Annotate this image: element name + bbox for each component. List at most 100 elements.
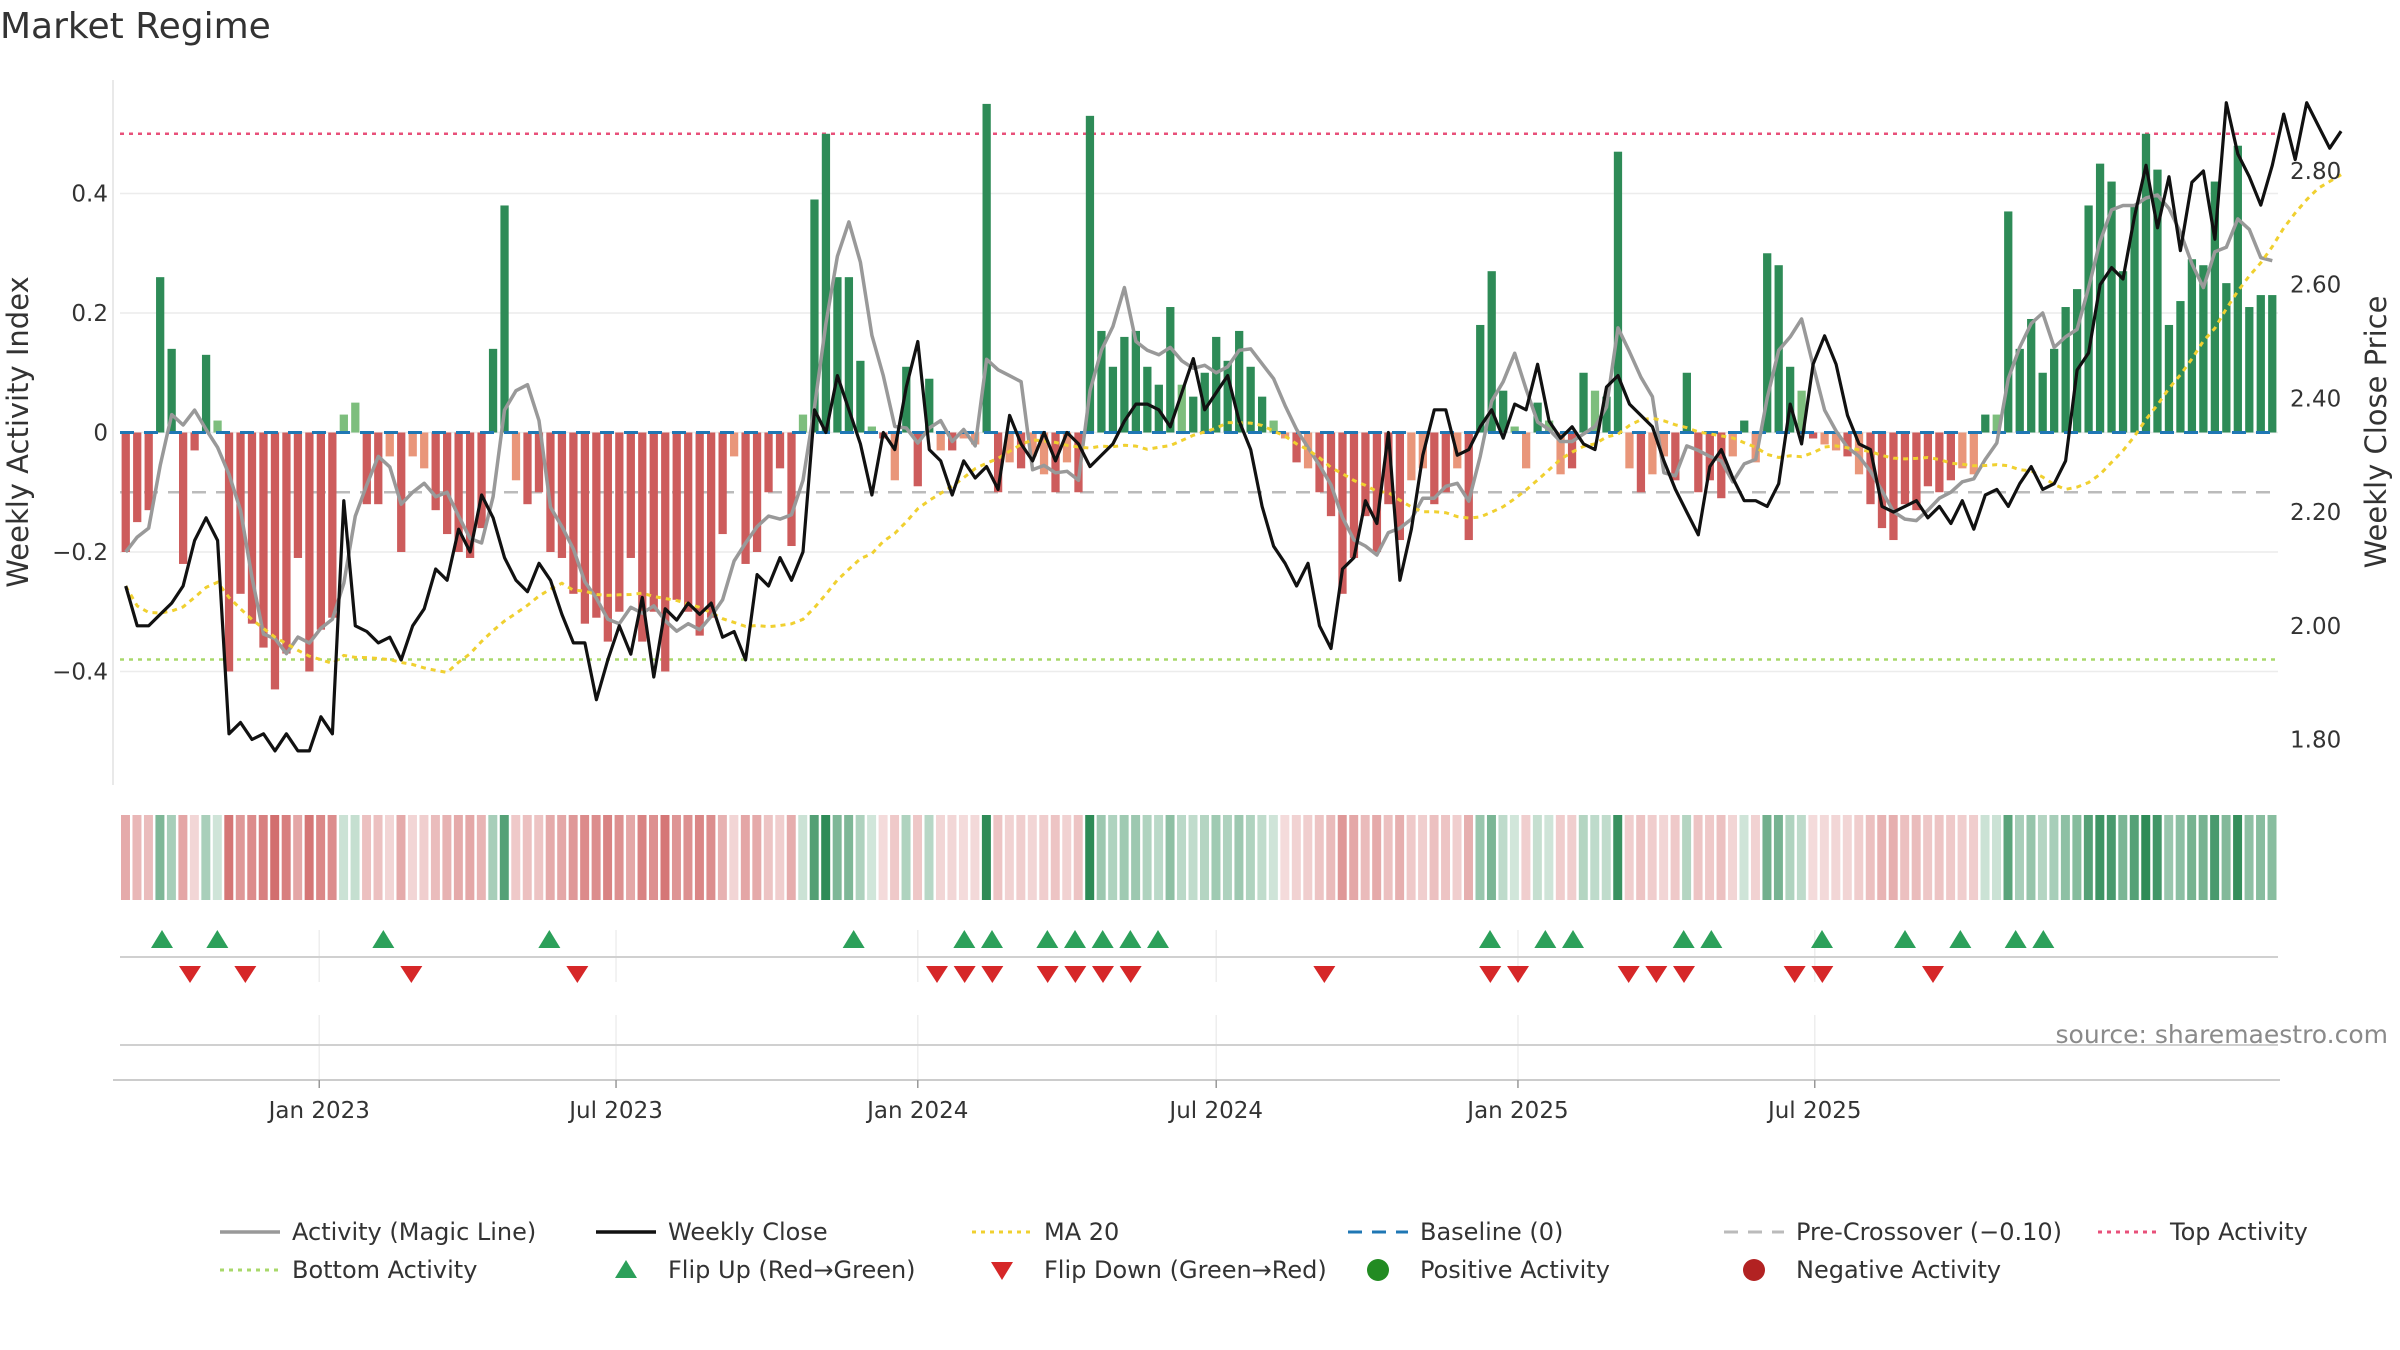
regime-cell: [373, 815, 383, 900]
flip-down-marker: [179, 966, 201, 983]
source-note: source: sharemaestro.com: [2056, 1020, 2389, 1049]
regime-cell: [1452, 815, 1462, 900]
flip-up-marker: [1811, 930, 1833, 948]
magic-line: [124, 193, 2273, 656]
flip-down-marker: [1617, 966, 1640, 983]
flip-up-marker: [1479, 930, 1501, 948]
activity-bar: [856, 360, 865, 433]
chart-title: Market Regime: [0, 6, 271, 47]
regime-cell: [1854, 815, 1864, 900]
flip-up-marker: [1091, 930, 1114, 948]
regime-cell: [1268, 815, 1278, 900]
regime-cell: [1900, 815, 1910, 900]
activity-panel: 0.4 0.2 0 −0.2 −0.4 2.80 2.60 2.40 2.20 2.00 1.80…: [1, 80, 2393, 785]
activity-bar: [2268, 295, 2277, 433]
flip-up-marker: [1064, 930, 1086, 948]
activity-bar: [546, 432, 555, 552]
activity-bar: [729, 432, 739, 457]
activity-bar: [1131, 330, 1140, 433]
activity-bar: [821, 133, 831, 433]
activity-bar: [592, 432, 601, 618]
flip-up-marker: [1119, 930, 1142, 948]
legend-label: Weekly Close: [668, 1218, 828, 1246]
activity-bar: [2256, 295, 2265, 433]
regime-cell: [1188, 815, 1198, 900]
legend-label: Top Activity: [2169, 1218, 2308, 1246]
activity-bar: [1808, 432, 1818, 439]
flip-up-marker: [1672, 930, 1695, 948]
activity-bar: [1636, 432, 1646, 493]
flip-up-marker: [538, 930, 561, 948]
flip-down-marker: [234, 966, 257, 983]
regime-cell: [740, 815, 750, 900]
activity-bar: [684, 432, 693, 612]
regime-cell: [867, 815, 877, 900]
activity-bar: [500, 205, 509, 433]
right-tick-label: 1.80: [2290, 728, 2341, 754]
activity-bar: [328, 432, 337, 618]
flip-down-marker: [1479, 966, 1502, 983]
flip-down-marker: [926, 966, 948, 983]
flip-down-marker: [1922, 966, 1944, 983]
activity-bar: [810, 199, 819, 433]
activity-bar: [1682, 372, 1691, 433]
regime-cell: [1372, 815, 1382, 900]
flip-down-marker: [1313, 966, 1336, 983]
regime-cell: [2244, 815, 2254, 900]
regime-cell: [1464, 815, 1473, 900]
flip-down-marker: [1507, 966, 1529, 983]
activity-bar: [1028, 432, 1037, 457]
activity-bar: [156, 277, 165, 433]
regime-cell: [1796, 815, 1806, 900]
regime-cell: [2141, 815, 2151, 900]
right-tick-label: 2.20: [2290, 500, 2341, 526]
regime-cell: [1177, 815, 1187, 900]
regime-cell: [1808, 815, 1818, 900]
activity-bar: [2072, 289, 2082, 433]
flip-up-marker: [1036, 930, 1059, 948]
activity-bar: [1510, 426, 1519, 433]
x-tick-label: Jan 2023: [267, 1098, 370, 1124]
regime-cell: [1567, 815, 1577, 900]
regime-cell: [832, 815, 842, 900]
activity-bar: [1441, 432, 1450, 493]
legend-label: Pre-Crossover (−0.10): [1796, 1218, 2062, 1246]
regime-strip: [121, 815, 2277, 900]
flip-down-marker: [566, 966, 589, 983]
activity-bar: [1039, 432, 1049, 475]
activity-bar: [224, 432, 234, 672]
regime-cell: [1337, 815, 1347, 900]
regime-cell: [304, 815, 314, 900]
regime-cell: [694, 815, 704, 900]
regime-cell: [1016, 815, 1026, 900]
regime-cell: [2210, 815, 2220, 900]
flip-up-icon: [615, 1260, 637, 1278]
activity-bar: [1108, 366, 1118, 433]
activity-bar: [2141, 133, 2151, 433]
activity-bar: [351, 402, 360, 433]
regime-cell: [1544, 815, 1554, 900]
regime-cell: [1418, 815, 1428, 900]
activity-bar: [1877, 432, 1887, 529]
regime-cell: [1670, 815, 1680, 900]
regime-cell: [453, 815, 463, 900]
right-axis-label: Weekly Close Price: [2359, 296, 2393, 569]
left-tick-label: 0.4: [71, 182, 108, 208]
regime-cell: [2049, 815, 2059, 900]
activity-bar: [1671, 432, 1680, 481]
regime-cell: [2221, 815, 2231, 900]
regime-cell: [1073, 815, 1083, 900]
activity-bar: [1372, 432, 1382, 552]
activity-bar: [1430, 432, 1439, 505]
regime-cell: [430, 815, 440, 900]
flip-down-marker: [1645, 966, 1668, 983]
activity-bar: [179, 432, 188, 564]
regime-cell: [1395, 815, 1405, 900]
regime-cell: [1131, 815, 1141, 900]
regime-cell: [132, 815, 142, 900]
flip-down-marker: [1036, 966, 1059, 983]
regime-cell: [419, 815, 429, 900]
regime-cell: [1946, 815, 1956, 900]
flip-up-marker: [953, 930, 976, 948]
regime-cell: [1992, 815, 2002, 900]
